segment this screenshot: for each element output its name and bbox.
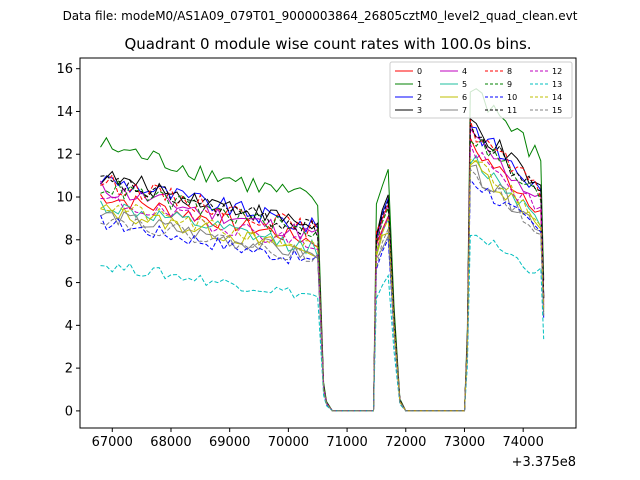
legend-label-4: 4 [462, 67, 467, 76]
legend-label-14: 14 [552, 93, 562, 102]
y-tick-label: 6 [65, 276, 73, 291]
x-offset-label: +3.375e8 [512, 455, 576, 470]
series-layer [100, 88, 545, 412]
legend-label-12: 12 [552, 67, 562, 76]
x-tick-label: 74000 [502, 435, 543, 450]
legend-label-1: 1 [417, 80, 422, 89]
y-tick-label: 0 [65, 404, 73, 419]
legend-label-8: 8 [507, 67, 512, 76]
y-tick-label: 10 [56, 191, 73, 206]
legend-label-3: 3 [417, 106, 422, 115]
y-tick-label: 12 [56, 148, 73, 163]
legend-frame [389, 61, 573, 119]
legend-label-10: 10 [507, 93, 517, 102]
figure-suptitle: Data file: modeM0/AS1A09_079T01_90000038… [63, 9, 578, 23]
y-axis: 0 2 4 6 8 10 12 14 16 [56, 62, 80, 419]
y-tick-label: 4 [65, 319, 73, 334]
legend-label-6: 6 [462, 93, 467, 102]
series-line-7 [100, 164, 545, 412]
legend-label-5: 5 [462, 80, 467, 89]
legend-label-11: 11 [507, 106, 517, 115]
legend-label-13: 13 [552, 80, 562, 89]
series-line-10 [100, 178, 545, 412]
series-line-8 [100, 119, 545, 412]
x-tick-label: 70000 [268, 435, 309, 450]
y-tick-label: 2 [65, 362, 73, 377]
series-line-2 [100, 126, 545, 412]
axes-frame [79, 57, 577, 429]
legend-label-7: 7 [462, 106, 467, 115]
x-tick-label: 72000 [385, 435, 426, 450]
x-tick-label: 69000 [209, 435, 250, 450]
y-tick-label: 14 [56, 105, 73, 120]
legend-label-9: 9 [507, 80, 512, 89]
x-tick-label: 71000 [326, 435, 367, 450]
series-line-15 [100, 168, 545, 412]
series-line-12 [100, 143, 545, 412]
legend-label-0: 0 [417, 67, 422, 76]
legend-label-2: 2 [417, 93, 422, 102]
series-line-13 [100, 234, 545, 412]
y-tick-label: 16 [56, 62, 73, 77]
y-tick-label: 8 [65, 233, 73, 248]
chart-title: Quadrant 0 module wise count rates with … [124, 35, 531, 53]
x-tick-label: 68000 [150, 435, 191, 450]
x-tick-label: 67000 [92, 435, 133, 450]
series-line-3 [100, 117, 545, 412]
x-tick-label: 73000 [444, 435, 485, 450]
x-axis: 67000 68000 69000 70000 71000 72000 73000 74000 [92, 428, 544, 450]
series-line-14 [100, 158, 545, 412]
legend-label-15: 15 [552, 106, 562, 115]
